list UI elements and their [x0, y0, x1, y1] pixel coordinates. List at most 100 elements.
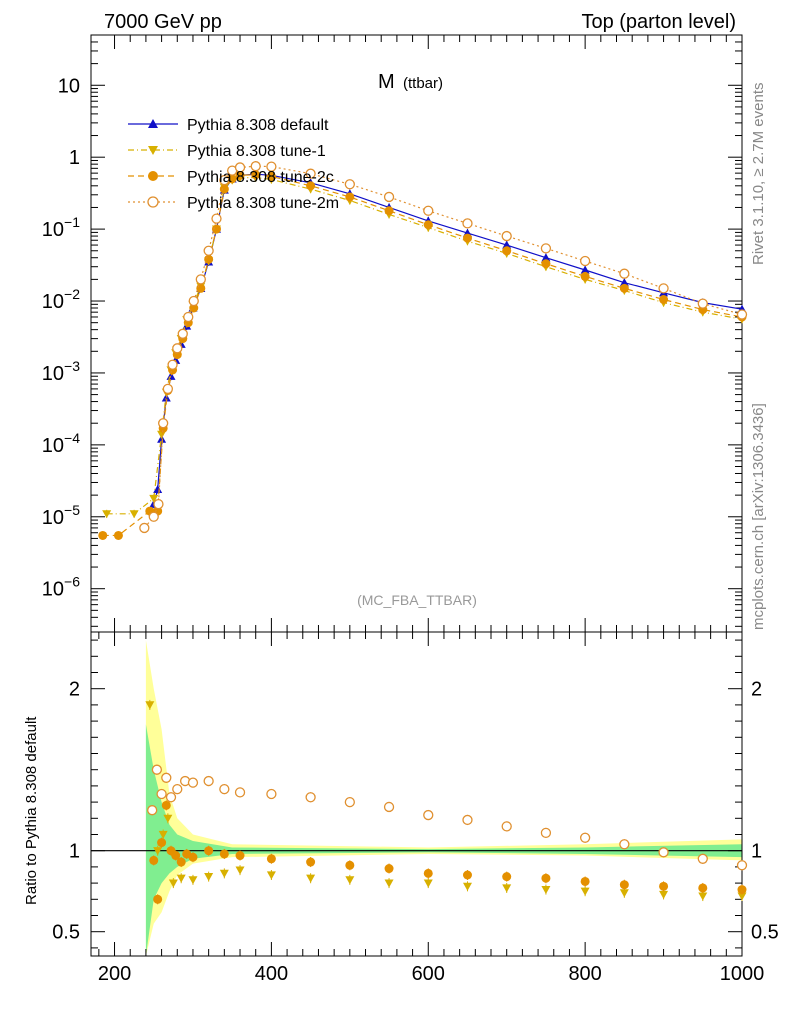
marker-triangle-down: [235, 866, 245, 875]
marker-circle-open: [736, 309, 748, 320]
uncertainty-band-yellow: [145, 640, 742, 956]
series-0: [149, 169, 747, 509]
marker-circle: [580, 271, 590, 281]
y-tick-label-base: 10: [42, 291, 64, 313]
ratio-y-tick-label: 1: [69, 841, 80, 863]
marker-circle-open: [158, 418, 169, 429]
marker-circle-open: [203, 245, 214, 256]
marker-circle: [659, 295, 669, 305]
series-line: [143, 165, 743, 529]
marker-circle-open: [383, 191, 395, 203]
marker-circle-open: [153, 498, 164, 510]
marker-triangle-down: [153, 847, 163, 856]
y-tick-label-exp: −4: [64, 430, 80, 446]
rivet-label: Rivet 3.1.10, ≥ 2.7M events: [750, 83, 767, 266]
ratio-series-0: [145, 699, 747, 902]
y-tick-label-base: 10: [42, 219, 64, 241]
marker-circle-open: [344, 796, 355, 808]
marker-triangle-up: [502, 240, 512, 249]
y-tick-label: 10−1: [42, 214, 80, 241]
marker-circle: [161, 800, 171, 810]
marker-circle-open: [266, 788, 277, 800]
ratio-y-tick-label-right: 2: [751, 679, 762, 701]
marker-triangle-down: [219, 869, 229, 878]
ratio-panel: 0.5 0.5 1 1 2 2 200 400 600 800 1000: [52, 631, 779, 985]
ratio-y-tick-label: 0.5: [52, 922, 80, 944]
marker-circle-open: [579, 255, 591, 267]
marker-circle: [580, 876, 590, 886]
y-tick-label: 10−2: [42, 286, 80, 313]
marker-circle: [157, 838, 167, 848]
marker-circle-open: [344, 179, 355, 190]
series-3: [139, 161, 748, 534]
y-tick-label-base: 10: [42, 579, 64, 601]
marker-triangle-down: [148, 146, 158, 155]
marker-circle: [149, 855, 159, 865]
marker-triangle-up: [541, 253, 551, 262]
marker-circle-open: [305, 168, 316, 179]
marker-circle-open: [736, 860, 748, 871]
header-right: Top (parton level): [581, 11, 736, 33]
y-tick-label-exp: −1: [64, 214, 80, 230]
plot-title: M: [378, 71, 395, 93]
series-line: [106, 177, 743, 515]
marker-triangle-down: [129, 510, 139, 519]
legend-label: Pythia 8.308 tune-2m: [187, 195, 339, 212]
marker-circle-open: [147, 805, 158, 816]
marker-triangle-down: [345, 876, 355, 885]
marker-circle-open: [658, 847, 669, 858]
marker-circle: [306, 181, 316, 191]
header-left: 7000 GeV pp: [104, 11, 222, 33]
marker-triangle-down: [423, 879, 433, 888]
marker-circle-open: [462, 218, 473, 229]
x-tick-label: 200: [98, 963, 131, 985]
marker-circle: [737, 885, 747, 895]
marker-circle-open: [167, 359, 178, 370]
marker-circle-open: [697, 853, 708, 864]
marker-circle: [188, 852, 198, 862]
marker-triangle-down: [163, 814, 173, 823]
marker-circle-open: [162, 383, 174, 395]
marker-triangle-down: [149, 494, 159, 503]
marker-circle-open: [156, 788, 167, 800]
marker-circle-open: [172, 343, 183, 354]
y-tick-label-exp: −2: [64, 286, 80, 302]
marker-circle-open: [540, 243, 552, 254]
marker-circle-open: [187, 777, 199, 788]
marker-circle-open: [697, 298, 708, 309]
marker-circle-open: [177, 328, 188, 339]
marker-circle: [266, 854, 276, 864]
marker-triangle-down: [462, 882, 472, 891]
marker-circle: [306, 857, 316, 867]
y-tick-label-exp: −3: [64, 358, 80, 374]
marker-triangle-down: [580, 887, 590, 896]
ratio-series-1: [149, 800, 747, 905]
marker-circle-open: [619, 268, 630, 279]
legend-label: Pythia 8.308 default: [187, 117, 329, 134]
y-tick-label-base: 10: [42, 435, 64, 457]
y-tick-label-base: 10: [58, 75, 80, 97]
marker-circle-open: [383, 801, 395, 813]
marker-circle: [698, 883, 708, 893]
marker-circle: [502, 872, 512, 882]
plot-title-sub: (ttbar): [403, 75, 443, 92]
ratio-series-2: [147, 764, 748, 871]
y-tick-label: 10−5: [42, 502, 80, 529]
marker-circle: [227, 174, 237, 184]
marker-triangle-down: [698, 892, 708, 901]
marker-triangle-down: [541, 885, 551, 895]
legend-label: Pythia 8.308 tune-2c: [187, 169, 334, 186]
ratio-y-tick-label-right: 1: [751, 841, 762, 863]
marker-circle: [541, 259, 551, 269]
marker-circle: [462, 870, 472, 880]
marker-circle-open: [234, 787, 246, 798]
marker-circle-open: [250, 161, 261, 172]
marker-circle: [235, 170, 245, 180]
marker-circle-open: [183, 311, 194, 323]
uncertainty-band-green: [145, 724, 742, 956]
marker-triangle-down: [659, 890, 669, 899]
marker-triangle-down: [619, 889, 629, 898]
marker-circle: [211, 224, 221, 234]
marker-circle-open: [139, 522, 150, 534]
